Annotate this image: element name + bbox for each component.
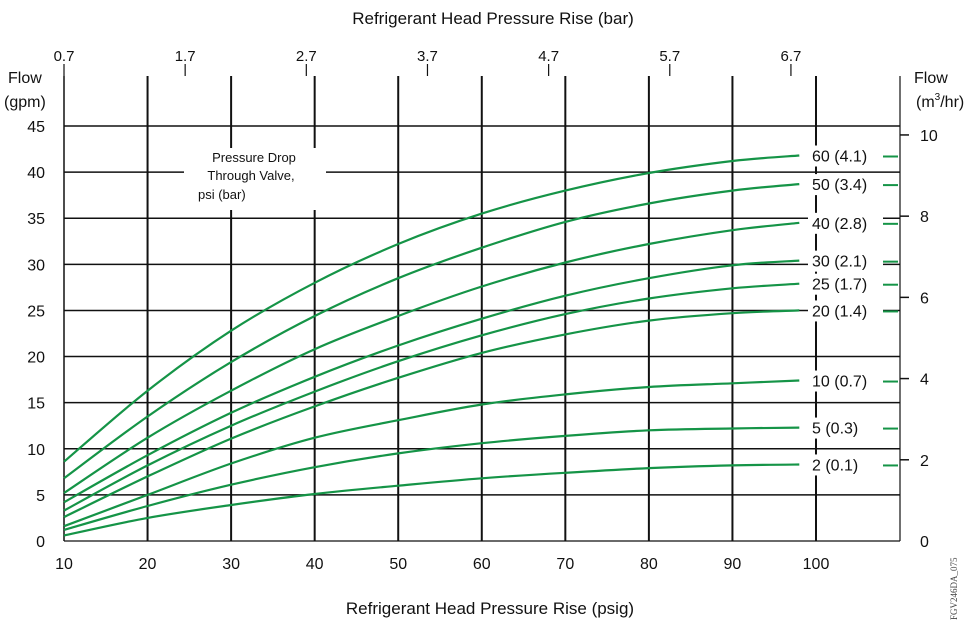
tick-labels: 0.7 1.7 2.7 3.7 4.7 5.7 6.710 20 30 40 50 60 70 80 90 1…	[27, 48, 938, 573]
y-axis-right-title-line-1: Flow	[914, 70, 948, 87]
series-line-8	[63, 463, 800, 537]
top-tick-label: 1.7	[175, 48, 196, 65]
x-tick-label: 90	[724, 556, 742, 573]
series-label-backing	[808, 417, 883, 439]
series-lines	[63, 154, 800, 537]
series-line-5	[63, 309, 800, 518]
series-label: 5 (0.3)	[812, 421, 858, 438]
x-tick-label: 100	[803, 556, 830, 573]
top-axis-title: Refrigerant Head Pressure Rise (bar)	[352, 9, 634, 28]
series-label-backing	[808, 370, 883, 392]
y-tick-label: 0	[36, 534, 45, 551]
y-axis-right-unit-m: (m	[916, 94, 935, 111]
y-tick-label: 45	[27, 119, 45, 136]
legend-title-line-1: Pressure Drop	[212, 150, 296, 165]
series-line-6	[63, 379, 800, 528]
series-line-1	[63, 183, 800, 480]
top-tick-label: 6.7	[781, 48, 802, 65]
series-line-7	[63, 426, 800, 531]
y-tick-label: 30	[27, 257, 45, 274]
y-tick-label: 25	[27, 303, 45, 320]
y-axis-left-title-line-2: (gpm)	[4, 94, 46, 111]
series-label: 30 (2.1)	[812, 254, 867, 271]
y-tick-label: 5	[36, 488, 45, 505]
x-tick-label: 30	[222, 556, 240, 573]
y-axis-right-unit-superscript: 3	[935, 92, 941, 103]
legend-title-box	[184, 148, 326, 210]
x-tick-label: 60	[473, 556, 491, 573]
series-end-label: 60 (4.1)	[808, 145, 898, 167]
y2-tick-label: 6	[920, 290, 929, 307]
series-label-backing	[808, 174, 883, 196]
y-axis-right-unit-rest: /hr)	[940, 94, 964, 111]
series-label-backing	[808, 145, 883, 167]
axes	[63, 76, 901, 542]
series-line-0	[63, 154, 800, 463]
y-axis-right-title-line-2: (m3/hr)	[916, 92, 964, 111]
series-label: 20 (1.4)	[812, 303, 867, 320]
top-tick-label: 0.7	[54, 48, 75, 65]
x-tick-label: 50	[389, 556, 407, 573]
x-tick-label: 80	[640, 556, 658, 573]
y-tick-label: 40	[27, 165, 45, 182]
x-tick-label: 70	[556, 556, 574, 573]
y2-tick-label: 8	[920, 209, 929, 226]
series-label-backing	[808, 273, 883, 295]
series-label-backing	[808, 250, 883, 272]
top-tick-label: 2.7	[296, 48, 317, 65]
series-label: 50 (3.4)	[812, 177, 867, 194]
grid	[64, 76, 900, 541]
series-end-label: 25 (1.7)	[808, 273, 898, 295]
series-label-backing	[808, 300, 883, 322]
series-end-label: 5 (0.3)	[808, 417, 898, 439]
y-tick-label: 15	[27, 396, 45, 413]
y-tick-label: 20	[27, 350, 45, 367]
top-tick-label: 3.7	[417, 48, 438, 65]
series-end-label: 2 (0.1)	[808, 454, 898, 476]
series-end-label: 50 (3.4)	[808, 174, 898, 196]
series-label-backing	[808, 454, 883, 476]
legend-title-line-3: psi (bar)	[198, 187, 246, 202]
series-line-3	[63, 259, 800, 504]
series-end-label: 10 (0.7)	[808, 370, 898, 392]
x-tick-label: 40	[306, 556, 324, 573]
series-end-label: 40 (2.8)	[808, 212, 898, 234]
series-label: 25 (1.7)	[812, 277, 867, 294]
series-label: 40 (2.8)	[812, 216, 867, 233]
series-end-label: 30 (2.1)	[808, 250, 898, 272]
series-end-label: 20 (1.4)	[808, 300, 898, 322]
x-tick-label: 20	[139, 556, 157, 573]
top-tick-label: 5.7	[659, 48, 680, 65]
figure-reference-id: FGV246DA_075	[949, 557, 959, 620]
series-label: 2 (0.1)	[812, 457, 858, 474]
legend-title-line-2: Through Valve,	[207, 168, 294, 183]
y-tick-label: 35	[27, 211, 45, 228]
series-line-4	[63, 282, 800, 512]
y-tick-label: 10	[27, 442, 45, 459]
x-axis-title: Refrigerant Head Pressure Rise (psig)	[346, 599, 634, 618]
y-axis-left-title-line-1: Flow	[8, 70, 42, 87]
series-labels: 60 (4.1) 50 (3.4) 40 (2.8) 30 (2.1) 25 (1.7)…	[808, 145, 898, 476]
y2-tick-label: 0	[920, 534, 929, 551]
series-line-2	[63, 221, 800, 494]
series-label-backing	[808, 212, 883, 234]
y2-tick-label: 4	[920, 372, 929, 389]
y2-tick-label: 2	[920, 453, 929, 470]
x-tick-label: 10	[55, 556, 73, 573]
series-label: 60 (4.1)	[812, 149, 867, 166]
top-tick-label: 4.7	[538, 48, 559, 65]
series-label: 10 (0.7)	[812, 374, 867, 391]
y2-tick-label: 10	[920, 128, 938, 145]
